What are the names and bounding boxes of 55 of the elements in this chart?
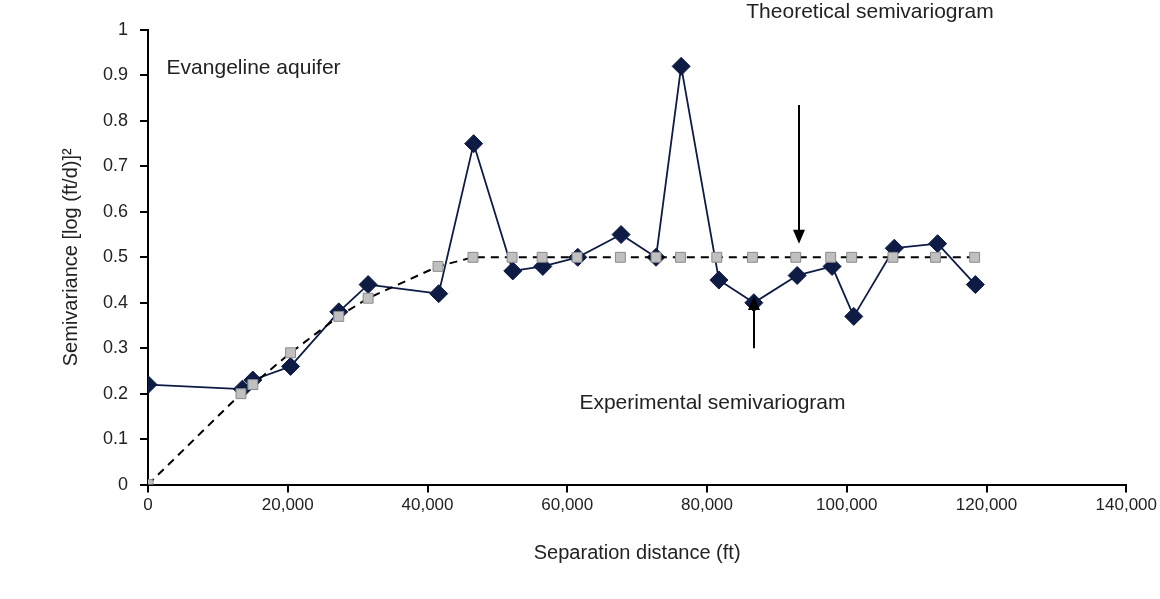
point xyxy=(358,275,378,295)
point xyxy=(247,379,259,391)
point xyxy=(281,356,301,376)
point xyxy=(432,260,444,272)
point xyxy=(787,265,807,285)
point xyxy=(965,275,985,295)
x-tick-label: 20,000 xyxy=(261,495,314,515)
point xyxy=(887,251,899,263)
x-tick-label: 120,000 xyxy=(955,495,1018,515)
x-tick-label: 80,000 xyxy=(681,495,734,515)
y-tick-label: 0.1 xyxy=(102,428,129,449)
y-tick-label: 0 xyxy=(118,473,129,494)
y-tick-label: 1 xyxy=(118,18,129,39)
x-tick-label: 140,000 xyxy=(1095,495,1157,515)
y-tick-label: 0.3 xyxy=(102,337,129,358)
y-tick-label: 0.9 xyxy=(102,64,129,85)
y-tick-label: 0.8 xyxy=(102,109,129,130)
point xyxy=(844,306,864,326)
point xyxy=(285,347,297,359)
x-axis-title: Separation distance (ft) xyxy=(533,540,741,563)
point xyxy=(709,270,729,290)
x-tick-label: 60,000 xyxy=(541,495,594,515)
point xyxy=(429,284,449,304)
y-tick-label: 0.4 xyxy=(102,291,129,312)
x-tick-label: 100,000 xyxy=(816,495,878,515)
point xyxy=(930,251,941,263)
y-tick-label: 0.6 xyxy=(102,200,129,221)
point xyxy=(711,251,723,263)
point xyxy=(362,292,374,304)
point xyxy=(467,251,479,263)
point xyxy=(825,251,837,263)
annotation: Evangeline aquifer xyxy=(166,55,341,79)
point xyxy=(744,293,764,313)
text: Theoretical semivariogram xyxy=(746,0,994,22)
point xyxy=(503,261,523,281)
point xyxy=(614,251,626,263)
point xyxy=(746,251,758,263)
point xyxy=(928,234,948,254)
y-tick-label: 0.5 xyxy=(102,246,129,267)
point xyxy=(333,310,345,322)
point xyxy=(611,225,631,245)
point xyxy=(969,251,981,263)
y-tick-label: 0.2 xyxy=(102,382,129,403)
point xyxy=(536,251,548,263)
annotation: Experimental semivariogram xyxy=(579,389,846,413)
x-tick-label: 0 xyxy=(143,495,153,515)
point xyxy=(846,251,858,263)
point xyxy=(464,134,484,154)
point xyxy=(671,56,691,76)
point xyxy=(790,251,802,263)
point xyxy=(506,251,518,263)
y-tick-label: 0.7 xyxy=(102,155,129,176)
x-tick-label: 40,000 xyxy=(401,495,454,515)
y-axis-title: Semivariance [log (ft/d)]² xyxy=(58,148,81,367)
point xyxy=(675,251,686,263)
